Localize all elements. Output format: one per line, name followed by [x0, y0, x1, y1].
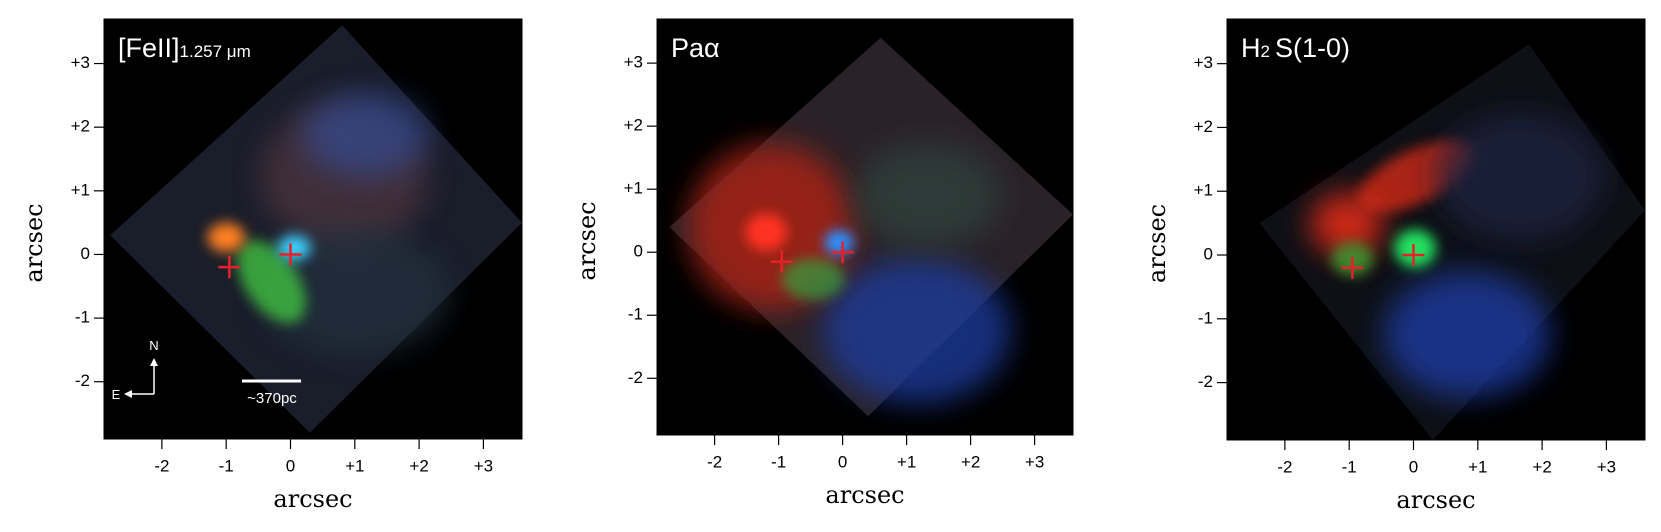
panel-title: [FeII]1.257 μm [118, 33, 251, 63]
x-axis-label: arcsec [273, 485, 352, 513]
x-tick-label: +2 [1532, 457, 1551, 476]
position-marker [279, 243, 302, 266]
position-marker [1402, 244, 1425, 267]
y-tick-label: -2 [75, 371, 90, 390]
compass-east: E [112, 387, 121, 402]
x-axis-label: arcsec [825, 481, 904, 509]
y-axis-label: arcsec [573, 201, 601, 280]
x-tick-label: +1 [897, 452, 916, 471]
x-tick-label: -1 [219, 456, 234, 475]
x-tick-label: +3 [1597, 457, 1616, 476]
x-tick-label: 0 [838, 452, 847, 471]
panel-title: Paα [671, 33, 720, 63]
title-main: H [1241, 33, 1261, 63]
position-marker [1341, 256, 1364, 279]
x-tick-label: -1 [1342, 457, 1357, 476]
title-small: 2 [1261, 42, 1270, 61]
y-tick-label: +1 [71, 180, 90, 199]
x-tick-label: +1 [1468, 457, 1487, 476]
y-tick-label: +3 [1194, 53, 1213, 72]
image-paa [657, 19, 1073, 435]
y-axis-label: arcsec [1143, 204, 1171, 283]
y-tick-label: +1 [624, 179, 643, 198]
position-marker [831, 241, 854, 264]
image-feii [104, 19, 522, 439]
title-small: 1.257 μm [180, 42, 251, 61]
y-tick-label: +2 [624, 116, 643, 135]
title-rest: S(1-0) [1275, 33, 1350, 63]
y-tick-label: +1 [1194, 181, 1213, 200]
y-tick-label: -1 [75, 308, 90, 327]
y-tick-label: 0 [634, 242, 643, 261]
y-tick-label: -1 [1198, 308, 1213, 327]
image-h2 [1227, 19, 1645, 440]
position-marker [218, 256, 241, 279]
y-tick-label: +2 [71, 117, 90, 136]
x-tick-label: +3 [1025, 452, 1044, 471]
x-tick-label: +1 [345, 456, 364, 475]
x-tick-label: 0 [286, 456, 295, 475]
y-tick-label: +2 [1194, 117, 1213, 136]
y-tick-label: +3 [624, 53, 643, 72]
title-main: Paα [671, 33, 720, 63]
scale-bar-label: ~370pc [247, 390, 297, 407]
x-tick-label: +2 [409, 456, 428, 475]
x-axis-label: arcsec [1396, 486, 1475, 514]
compass-north: N [149, 338, 158, 353]
x-tick-label: -2 [1277, 457, 1292, 476]
compass-e-head [124, 390, 132, 398]
frame [656, 18, 1074, 436]
x-tick-label: +3 [474, 456, 493, 475]
y-tick-label: -2 [1198, 372, 1213, 391]
x-tick-label: 0 [1409, 457, 1418, 476]
position-marker [770, 250, 793, 273]
x-tick-label: -2 [707, 452, 722, 471]
compass-n-head [150, 358, 158, 366]
x-tick-label: -2 [154, 456, 169, 475]
frame [103, 18, 523, 440]
x-tick-label: +2 [961, 452, 980, 471]
y-axis-label: arcsec [20, 203, 48, 282]
title-main: [FeII] [118, 33, 180, 63]
x-tick-label: -1 [771, 452, 786, 471]
y-tick-label: 0 [1204, 244, 1213, 263]
y-tick-label: +3 [71, 53, 90, 72]
y-tick-label: -1 [628, 305, 643, 324]
panel-title: H2 S(1-0) [1241, 33, 1350, 63]
frame [1226, 18, 1646, 441]
y-tick-label: 0 [81, 244, 90, 263]
y-tick-label: -2 [628, 368, 643, 387]
